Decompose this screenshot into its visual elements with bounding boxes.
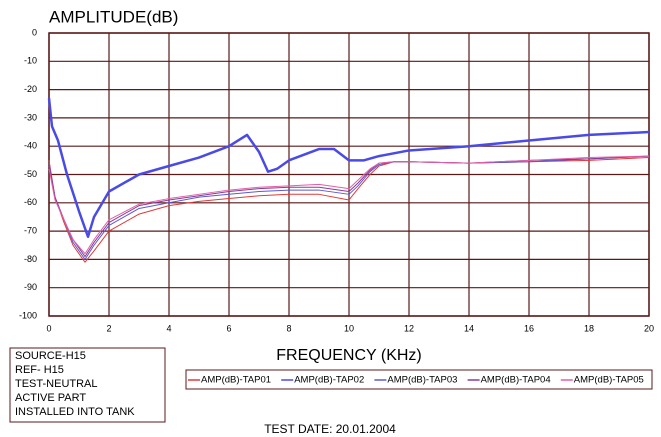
info-box bbox=[9, 347, 166, 423]
x-tick-label: 6 bbox=[226, 323, 231, 333]
y-tick-label: -80 bbox=[24, 254, 37, 264]
y-tick-label: -70 bbox=[24, 225, 37, 235]
info-line: INSTALLED INTO TANK bbox=[15, 406, 135, 418]
footer: TEST DATE: 20.01.2004 bbox=[264, 422, 396, 436]
legend-label: AMP(dB)-TAP03 bbox=[387, 375, 457, 386]
x-tick-label: 0 bbox=[46, 323, 51, 333]
y-tick-label: -100 bbox=[19, 310, 37, 320]
y-tick-label: -40 bbox=[24, 141, 37, 151]
x-tick-label: 10 bbox=[344, 323, 354, 333]
legend bbox=[185, 369, 653, 390]
x-tick-label: 2 bbox=[106, 323, 111, 333]
x-tick-label: 14 bbox=[464, 323, 474, 333]
info-line: SOURCE-H15 bbox=[15, 350, 86, 362]
y-tick-label: -10 bbox=[24, 56, 37, 66]
info-line: REF- H15 bbox=[15, 364, 64, 376]
y-tick-label: -50 bbox=[24, 169, 37, 179]
legend-label: AMP(dB)-TAP01 bbox=[201, 375, 271, 386]
legend-label: AMP(dB)-TAP02 bbox=[294, 375, 364, 386]
y-tick-label: -20 bbox=[24, 84, 37, 94]
x-axis-label: FREQUENCY (KHz) bbox=[276, 347, 422, 364]
legend-label: AMP(dB)-TAP05 bbox=[574, 375, 644, 386]
y-tick-label: -90 bbox=[24, 282, 37, 292]
series-line bbox=[48, 155, 650, 255]
x-tick-label: 4 bbox=[166, 323, 171, 333]
x-tick-label: 12 bbox=[404, 323, 414, 333]
x-tick-label: 16 bbox=[524, 323, 534, 333]
info-line: ACTIVE PART bbox=[15, 392, 86, 404]
x-tick-label: 18 bbox=[584, 323, 594, 333]
y-tick-label: 0 bbox=[32, 27, 37, 37]
legend-label: AMP(dB)-TAP04 bbox=[481, 375, 551, 386]
y-tick-label: -60 bbox=[24, 197, 37, 207]
info-line: TEST-NEUTRAL bbox=[15, 378, 98, 390]
x-tick-label: 20 bbox=[644, 323, 654, 333]
chart-title: AMPLITUDE(dB) bbox=[49, 7, 178, 26]
x-tick-label: 8 bbox=[286, 323, 291, 333]
y-tick-label: -30 bbox=[24, 112, 37, 122]
series-line bbox=[47, 97, 650, 239]
